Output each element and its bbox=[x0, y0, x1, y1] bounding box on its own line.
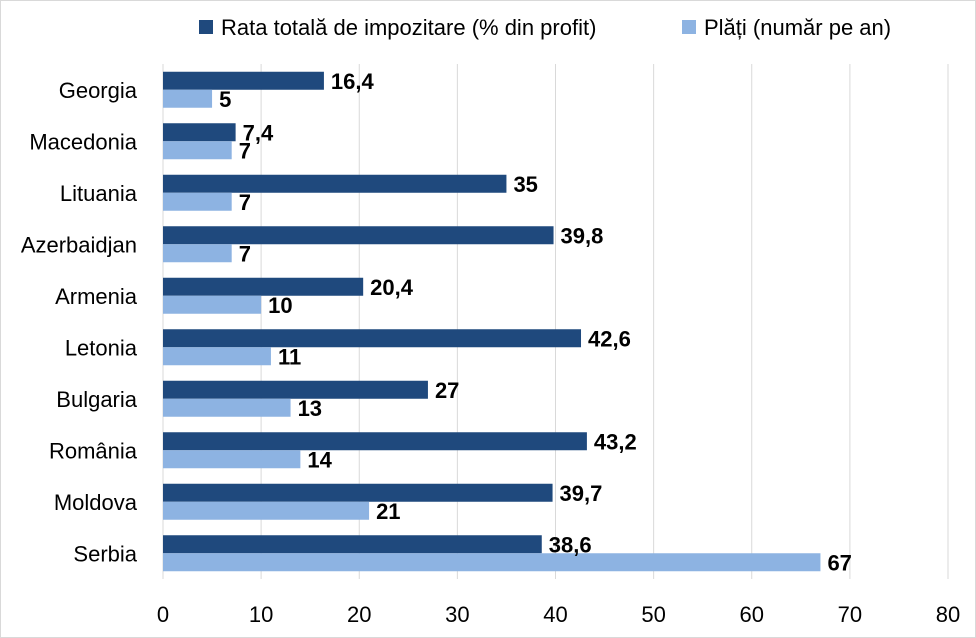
data-label-tax-rate: 39,7 bbox=[560, 481, 603, 506]
x-tick-label: 30 bbox=[445, 602, 469, 627]
x-tick-label: 20 bbox=[347, 602, 371, 627]
bar-payments bbox=[163, 141, 232, 160]
bar-tax-rate bbox=[163, 432, 587, 451]
x-tick-label: 0 bbox=[157, 602, 169, 627]
bar-payments bbox=[163, 244, 232, 263]
legend-label-payments: Plăți (număr pe an) bbox=[704, 15, 891, 40]
data-label-payments: 11 bbox=[278, 344, 301, 369]
x-tick-label: 60 bbox=[740, 602, 764, 627]
data-label-payments: 5 bbox=[219, 87, 231, 112]
x-tick-label: 70 bbox=[838, 602, 862, 627]
bar-payments bbox=[163, 347, 271, 366]
data-label-tax-rate: 27 bbox=[435, 378, 459, 403]
bar-tax-rate bbox=[163, 226, 554, 245]
data-label-tax-rate: 42,6 bbox=[588, 326, 631, 351]
x-tick-label: 10 bbox=[249, 602, 273, 627]
data-label-payments: 14 bbox=[307, 447, 332, 472]
category-label: România bbox=[49, 438, 138, 463]
data-label-tax-rate: 35 bbox=[513, 172, 537, 197]
bar-tax-rate bbox=[163, 174, 507, 193]
category-label: Bulgaria bbox=[56, 387, 137, 412]
data-label-payments: 7 bbox=[239, 138, 251, 163]
category-label: Lituania bbox=[60, 181, 138, 206]
data-label-payments: 67 bbox=[827, 550, 851, 575]
category-label: Letonia bbox=[65, 335, 138, 360]
x-tick-label: 80 bbox=[936, 602, 960, 627]
data-label-tax-rate: 7,4 bbox=[243, 120, 274, 145]
bar-payments bbox=[163, 89, 213, 108]
bars bbox=[163, 71, 821, 572]
bar-tax-rate bbox=[163, 123, 236, 142]
data-label-payments: 13 bbox=[298, 396, 322, 421]
bar-payments bbox=[163, 501, 370, 520]
bar-payments bbox=[163, 553, 821, 572]
data-label-tax-rate: 39,8 bbox=[561, 223, 604, 248]
category-label: Armenia bbox=[55, 284, 138, 309]
legend-swatch-tax-rate bbox=[199, 20, 213, 34]
x-tick-label: 40 bbox=[543, 602, 567, 627]
data-label-payments: 7 bbox=[239, 190, 251, 215]
data-label-tax-rate: 16,4 bbox=[331, 69, 375, 94]
gridlines bbox=[162, 64, 949, 579]
category-label: Azerbaidjan bbox=[21, 232, 137, 257]
data-labels: 16,457,4735739,8720,41042,611271343,2143… bbox=[219, 69, 852, 576]
bar-tax-rate bbox=[163, 535, 542, 554]
data-label-tax-rate: 20,4 bbox=[370, 275, 414, 300]
bar-tax-rate bbox=[163, 329, 582, 348]
bar-payments bbox=[163, 450, 301, 469]
data-label-tax-rate: 38,6 bbox=[549, 532, 592, 557]
bar-payments bbox=[163, 295, 262, 314]
category-label: Moldova bbox=[54, 490, 138, 515]
data-label-payments: 10 bbox=[268, 293, 292, 318]
x-tick-label: 50 bbox=[641, 602, 665, 627]
category-label: Georgia bbox=[59, 78, 138, 103]
bar-payments bbox=[163, 398, 291, 417]
category-axis: Georgia Macedonia Lituania Azerbaidjan Armen… bbox=[21, 78, 138, 567]
value-axis: 0 10 20 30 40 50 60 70 80 bbox=[157, 602, 960, 627]
category-label: Macedonia bbox=[29, 129, 137, 154]
bar-payments bbox=[163, 192, 232, 211]
data-label-payments: 21 bbox=[376, 499, 400, 524]
legend-swatch-payments bbox=[682, 20, 696, 34]
data-label-payments: 7 bbox=[239, 241, 251, 266]
bar-tax-rate bbox=[163, 483, 553, 502]
legend-label-tax-rate: Rata totală de impozitare (% din profit) bbox=[221, 15, 596, 40]
data-label-tax-rate: 43,2 bbox=[594, 429, 637, 454]
bar-tax-rate bbox=[163, 277, 364, 296]
legend: Rata totală de impozitare (% din profit)… bbox=[199, 15, 891, 40]
category-label: Serbia bbox=[73, 541, 137, 566]
bar-tax-rate bbox=[163, 71, 324, 90]
bar-tax-rate bbox=[163, 380, 428, 399]
